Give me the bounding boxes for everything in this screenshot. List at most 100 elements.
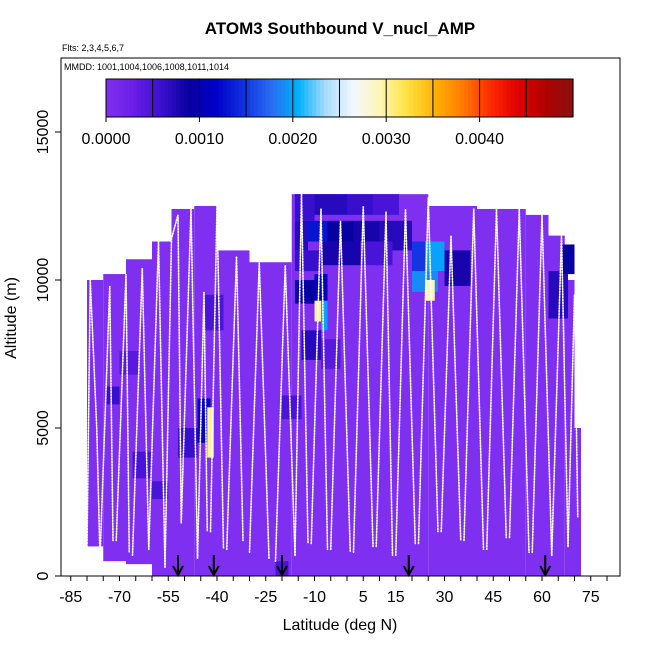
colorbar-tick-label: 0.0040: [455, 131, 504, 148]
flight-profile-line: [225, 256, 244, 551]
colorbar-swatch: [214, 79, 220, 117]
colorbar-swatch: [316, 79, 321, 117]
colorbar-swatch: [491, 79, 496, 117]
heatmap-cell: [314, 194, 347, 215]
x-tick-label: -10: [303, 589, 326, 606]
colorbar-swatch: [413, 79, 418, 117]
colorbar-swatch: [432, 79, 438, 117]
flights-label: Flts: 2,3,4,5,6,7: [62, 43, 124, 53]
colorbar-swatch: [537, 79, 543, 117]
flight-profile-line: [131, 268, 150, 557]
colorbar-swatch: [502, 79, 508, 117]
colorbar-swatch: [246, 79, 251, 117]
coverage-band: [103, 274, 126, 562]
colorbar-swatch: [179, 79, 185, 117]
heatmap-cell: [321, 241, 360, 266]
colorbar-tick-label: 0.0000: [82, 131, 131, 148]
colorbar-swatch: [222, 79, 228, 117]
flight-profile-line: [180, 208, 199, 560]
colorbar-swatch: [187, 79, 193, 117]
colorbar-swatch: [464, 79, 469, 117]
colorbar-swatch: [370, 79, 376, 117]
x-tick-label: 75: [582, 589, 600, 606]
colorbar-swatch: [518, 79, 524, 117]
y-tick-label: 5000: [35, 410, 52, 446]
flight-profile-line: [310, 208, 329, 551]
flight-profile-line: [567, 294, 579, 548]
flight-profile-line: [147, 241, 166, 568]
colorbar-swatch: [530, 79, 535, 117]
colorbar-swatch: [141, 79, 146, 117]
colorbar-swatch: [405, 79, 411, 117]
colorbar-tick-label: 0.0020: [268, 131, 317, 148]
heatmap-cell: [295, 194, 315, 221]
colorbar-swatch: [393, 79, 399, 117]
colorbar-swatch: [510, 79, 516, 117]
colorbar-swatch: [253, 79, 259, 117]
heatmap-cell: [106, 386, 120, 405]
flight-profiles: [86, 194, 579, 568]
colorbar-swatch: [327, 79, 333, 117]
flight-profile-line: [550, 235, 569, 557]
colorbar-swatch: [429, 79, 434, 117]
y-tick-label: 0: [35, 571, 52, 580]
colorbar-swatch: [483, 79, 488, 117]
colorbar-swatch: [506, 79, 512, 117]
flight-profile-line: [115, 274, 131, 554]
colorbar-swatch: [269, 79, 274, 117]
colorbar-swatch: [362, 79, 368, 117]
colorbar-swatch: [106, 79, 111, 117]
heatmap-cell: [119, 351, 139, 375]
colorbar-swatch: [557, 79, 562, 117]
heatmap-cell: [282, 395, 302, 420]
colorbar-swatch: [304, 79, 309, 117]
colorbar-swatch: [257, 79, 263, 117]
colorbar-swatch: [479, 79, 485, 117]
colorbar-swatch: [382, 79, 387, 117]
flight-profile-line: [352, 205, 374, 554]
heatmap-cell: [321, 300, 328, 331]
heatmap-cell: [444, 250, 471, 286]
colorbar-swatch: [358, 79, 364, 117]
colorbar-swatch: [148, 79, 154, 117]
flight-profile-line: [209, 205, 225, 551]
x-axis: -85 -70 -55 -40 -25 -10 5 15 30 45 60 75: [59, 576, 608, 606]
colorbar: [105, 78, 574, 118]
colorbar-swatch: [160, 79, 165, 117]
colorbar-swatch: [366, 79, 372, 117]
coverage-band: [171, 208, 195, 576]
colorbar-swatch: [331, 79, 337, 117]
colorbar-swatch: [211, 79, 216, 117]
colorbar-swatch: [156, 79, 162, 117]
heatmap-cell: [548, 271, 568, 319]
colorbar-swatch: [323, 79, 329, 117]
colorbar-swatch: [456, 79, 461, 117]
flight-marker-arrowhead: [276, 565, 288, 578]
flight-marker-arrowhead: [207, 565, 220, 578]
colorbar-swatch: [226, 79, 232, 117]
colorbar-swatch: [549, 79, 555, 117]
colorbar-swatch: [312, 79, 317, 117]
flight-profile-line: [508, 208, 530, 554]
colorbar-swatch: [401, 79, 407, 117]
colorbar-swatch: [448, 79, 453, 117]
colorbar-swatch: [218, 79, 224, 117]
colorbar-swatch: [351, 79, 356, 117]
x-tick-label: -70: [108, 589, 131, 606]
dates-label: MMDD: 1001,1004,1006,1008,1011,1014: [64, 62, 229, 72]
colorbar-swatch: [265, 79, 271, 117]
colorbar-swatch: [121, 79, 127, 117]
colorbar-swatch: [378, 79, 383, 117]
colorbar-swatch: [471, 79, 477, 117]
heatmap-cell: [347, 194, 373, 215]
heatmap-cell: [207, 407, 214, 458]
colorbar-swatch: [320, 79, 325, 117]
x-tick-label: 5: [359, 589, 368, 606]
heatmap-cell: [412, 241, 425, 272]
colorbar-swatch: [191, 79, 197, 117]
chart-title: ATOM3 Southbound V_nucl_AMP: [205, 19, 475, 38]
colorbar-swatch: [144, 79, 150, 117]
flight-profile-line: [375, 211, 394, 557]
colorbar-swatch: [425, 79, 430, 117]
colorbar-swatch: [545, 79, 551, 117]
